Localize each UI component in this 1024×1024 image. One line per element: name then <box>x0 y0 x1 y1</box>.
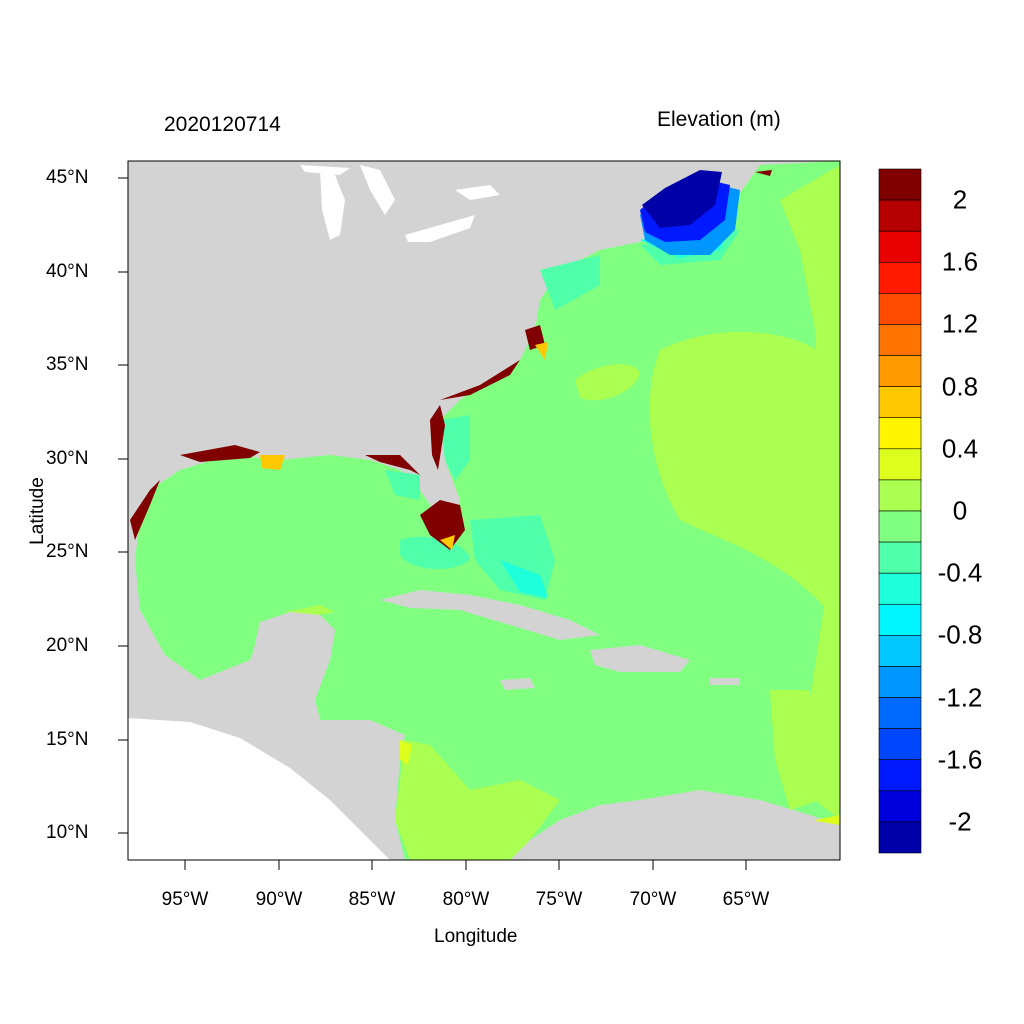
colorbar-bin <box>878 510 922 543</box>
colorbar-bin <box>878 821 922 854</box>
jamaica <box>500 678 535 690</box>
positive-anomaly-areas <box>285 165 840 860</box>
colorbar-bin <box>878 603 922 636</box>
x-tick-label: 90°W <box>255 889 303 910</box>
colorbar <box>878 168 922 854</box>
colorbar-label: 0.8 <box>941 371 979 402</box>
y-tick-label: 15°N <box>46 729 89 750</box>
gulf-of-maine-drawdown <box>640 170 740 255</box>
hispaniola <box>590 645 690 672</box>
moderate-surge-areas <box>260 342 548 550</box>
x-tick-label: 80°W <box>442 889 490 910</box>
yucatan-coast <box>250 612 335 720</box>
y-tick-label: 40°N <box>46 261 89 282</box>
axis-ticks <box>118 177 747 870</box>
x-tick-label: 70°W <box>629 889 677 910</box>
colorbar-bin <box>878 448 922 481</box>
colorbar-bin <box>878 293 922 325</box>
colorbar-bin <box>878 572 922 605</box>
colorbar-label: -0.8 <box>937 619 983 650</box>
colorbar-bin <box>878 697 922 729</box>
south-america <box>540 800 840 860</box>
colorbar-label: 2 <box>952 184 968 215</box>
variable-title: Elevation (m) <box>657 108 781 131</box>
x-tick-label: 65°W <box>722 889 770 910</box>
colorbar-bin <box>878 666 922 698</box>
colorbar-label: 1.6 <box>941 246 979 277</box>
islands <box>250 590 840 860</box>
colorbar-bin <box>878 790 922 823</box>
colorbar-label: -2 <box>948 806 972 837</box>
great-lakes <box>300 165 500 242</box>
x-tick-label: 95°W <box>161 889 209 910</box>
y-tick-label: 45°N <box>46 167 89 188</box>
y-tick-label: 35°N <box>46 354 89 375</box>
colorbar-label: 0.4 <box>941 433 979 464</box>
plot-frame <box>127 160 841 861</box>
pacific-outside-domain <box>128 718 390 860</box>
puerto-rico <box>710 678 740 685</box>
y-tick-label: 30°N <box>46 448 89 469</box>
colorbar-label: 0 <box>952 495 968 526</box>
colorbar-bin <box>878 199 922 232</box>
colorbar-bin <box>878 230 922 263</box>
y-tick-label: 10°N <box>46 822 89 843</box>
y-tick-label: 25°N <box>46 541 89 562</box>
colorbar-bin <box>878 261 922 294</box>
colorbar-bin <box>878 479 922 512</box>
colorbar-bin <box>878 635 922 667</box>
colorbar-bin <box>878 386 922 419</box>
ocean <box>135 161 840 860</box>
timestamp-title: 2020120714 <box>164 113 281 136</box>
colorbar-label: -0.4 <box>937 557 983 588</box>
cuba <box>380 590 600 640</box>
x-tick-label: 85°W <box>348 889 396 910</box>
x-axis-label: Longitude <box>434 926 518 947</box>
colorbar-bin <box>878 324 922 356</box>
colorbar-label: 1.2 <box>941 308 979 339</box>
colorbar-labels: 2 1.6 1.2 0.8 0.4 0 -0.4 -0.8 -1.2 -1.6 -2 <box>910 0 1010 1024</box>
colorbar-bin <box>878 355 922 387</box>
colorbar-label: -1.2 <box>937 682 983 713</box>
x-tick-label: 75°W <box>535 889 583 910</box>
y-tick-label: 20°N <box>46 635 89 656</box>
colorbar-bin <box>878 168 922 201</box>
colorbar-bin <box>878 728 922 761</box>
colorbar-label: -1.6 <box>937 744 983 775</box>
